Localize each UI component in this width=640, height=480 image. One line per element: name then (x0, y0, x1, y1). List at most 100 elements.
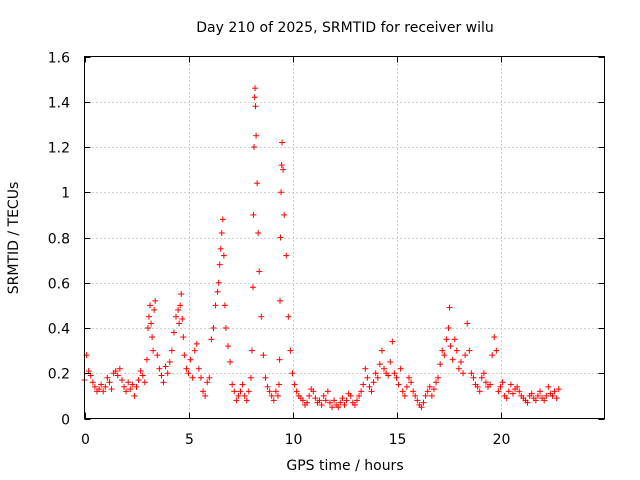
data-point (112, 367, 119, 374)
data-point (239, 381, 246, 388)
data-point (247, 374, 254, 381)
data-point (235, 392, 242, 399)
data-point (516, 388, 523, 395)
data-point (389, 338, 396, 345)
data-point (217, 245, 224, 252)
data-point (100, 388, 107, 395)
data-point (191, 347, 198, 354)
data-point (221, 302, 228, 309)
data-point (166, 358, 173, 365)
data-point (435, 374, 442, 381)
data-point (118, 377, 125, 384)
y-tick-label: 0.4 (48, 322, 70, 338)
data-point (154, 352, 161, 359)
data-point (304, 399, 311, 406)
data-point (150, 347, 157, 354)
data-points (81, 85, 562, 411)
data-point (351, 401, 358, 408)
data-point (87, 372, 94, 379)
data-point (482, 379, 489, 386)
data-point (505, 388, 512, 395)
data-point (208, 336, 215, 343)
data-point (283, 252, 290, 259)
data-point (356, 392, 363, 399)
data-point (534, 392, 541, 399)
data-point (200, 388, 207, 395)
data-point (387, 358, 394, 365)
data-point (381, 365, 388, 372)
data-point (418, 404, 425, 411)
data-point (266, 388, 273, 395)
data-point (218, 229, 225, 236)
data-point (364, 374, 371, 381)
data-point (509, 390, 516, 397)
data-point (289, 370, 296, 377)
x-tick-label: 10 (285, 432, 303, 448)
x-tick-label: 5 (185, 432, 194, 448)
data-point (426, 383, 433, 390)
data-point (143, 356, 150, 363)
data-point (360, 381, 367, 388)
data-point (487, 381, 494, 388)
data-point (255, 229, 262, 236)
data-point (335, 404, 342, 411)
y-tick-label: 1.6 (48, 51, 70, 67)
data-point (362, 365, 369, 372)
data-point (376, 361, 383, 368)
data-point (215, 279, 222, 286)
data-point (252, 85, 259, 92)
data-point (256, 268, 263, 275)
data-point (231, 388, 238, 395)
data-point (324, 388, 331, 395)
data-point (202, 392, 209, 399)
data-point (180, 334, 187, 341)
y-tick-label: 1 (61, 186, 70, 202)
data-point (127, 386, 134, 393)
x-axis-label: GPS time / hours (286, 458, 403, 474)
data-point (279, 139, 286, 146)
data-point (453, 347, 460, 354)
x-tick-label: 15 (389, 432, 407, 448)
data-point (145, 313, 152, 320)
data-point (358, 388, 365, 395)
data-point (254, 180, 261, 187)
data-point (278, 189, 285, 196)
y-tick-label: 0.2 (48, 367, 70, 383)
data-point (428, 392, 435, 399)
data-point (121, 383, 128, 390)
data-point (441, 352, 448, 359)
data-point (181, 352, 188, 359)
data-point (179, 315, 186, 322)
data-point (474, 383, 481, 390)
data-point (460, 370, 467, 377)
y-tick-label: 0.8 (48, 232, 70, 248)
data-point (258, 313, 265, 320)
data-point (424, 388, 431, 395)
data-point (532, 397, 539, 404)
data-point (343, 397, 350, 404)
data-point (270, 397, 277, 404)
data-point (168, 347, 175, 354)
data-point (462, 352, 469, 359)
data-point (135, 377, 142, 384)
data-point (144, 325, 151, 331)
data-point (374, 374, 381, 381)
data-point (320, 392, 327, 399)
data-point (391, 370, 398, 377)
data-point (114, 372, 121, 379)
data-point (253, 132, 260, 139)
data-point (480, 370, 487, 377)
data-point (116, 365, 123, 372)
data-point (443, 336, 450, 343)
data-point (214, 288, 221, 295)
data-point (353, 397, 360, 404)
data-point (125, 379, 132, 386)
data-point (189, 374, 196, 381)
data-point (310, 388, 317, 395)
data-point (412, 392, 419, 399)
data-point (216, 261, 223, 268)
data-point (420, 399, 427, 406)
data-point (204, 379, 211, 386)
data-point (148, 320, 155, 327)
